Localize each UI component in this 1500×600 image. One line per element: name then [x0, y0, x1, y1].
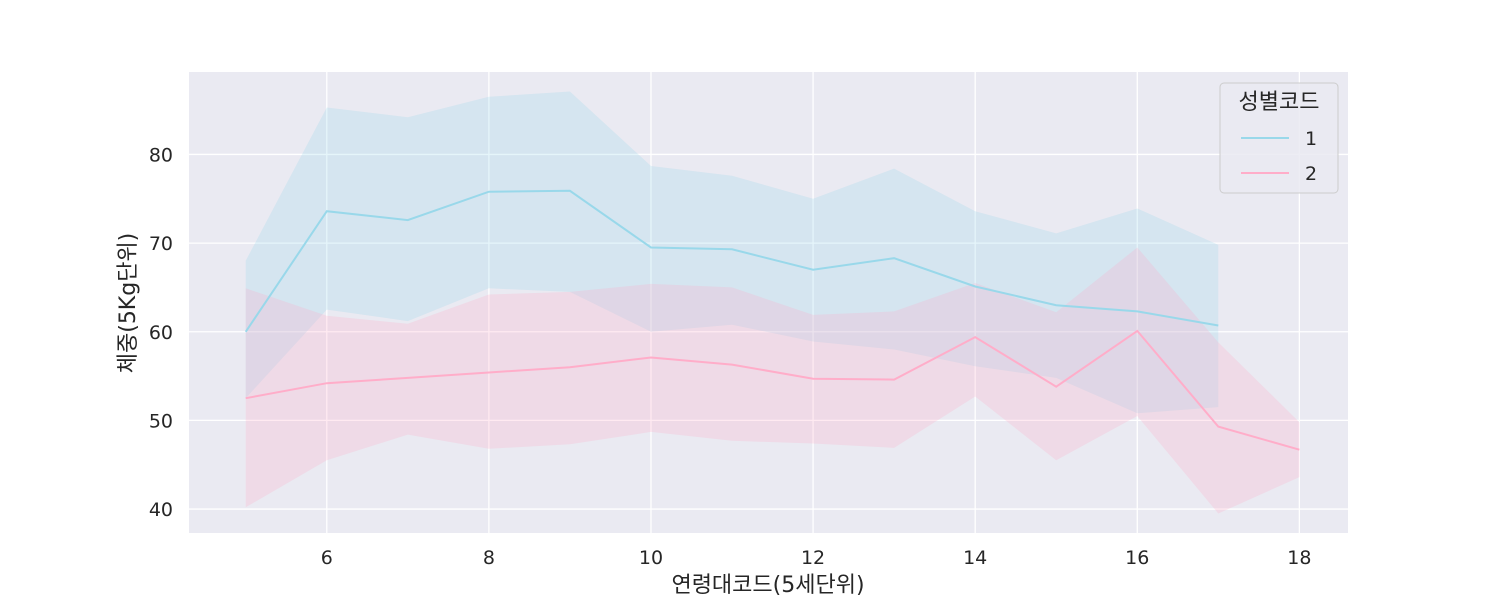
x-tick-label: 6: [321, 547, 333, 569]
legend-entries: 12: [1241, 128, 1317, 185]
series-1-confidence-band: [245, 91, 1219, 414]
x-tick-label: 10: [639, 547, 663, 569]
legend-title: 성별코드: [1239, 90, 1320, 115]
x-tick-label: 12: [801, 547, 825, 569]
x-tick-label: 18: [1287, 547, 1311, 569]
legend-label-2: 2: [1305, 163, 1317, 185]
x-tick-labels: 6 8 10 12 14 16 18: [321, 547, 1312, 569]
y-tick-label: 60: [149, 322, 173, 344]
x-tick-label: 14: [963, 547, 987, 569]
y-tick-labels: 40 50 60 70 80: [149, 144, 173, 521]
x-axis-label: 연령대코드(5세단위): [671, 573, 864, 598]
plot-area-background: [189, 72, 1348, 533]
legend: 성별코드 12: [1219, 82, 1339, 194]
y-tick-label: 40: [149, 499, 173, 521]
series-2-line: [245, 329, 1300, 451]
series-1-line: [244, 189, 1219, 333]
x-tick-label: 8: [483, 547, 495, 569]
y-tick-label: 70: [149, 233, 173, 255]
grid-lines: [189, 72, 1348, 533]
y-tick-label: 50: [149, 410, 173, 432]
y-axis-label: 체중(5Kg단위): [116, 233, 141, 374]
series-2-confidence-band: [245, 247, 1300, 514]
confidence-bands: [245, 91, 1300, 514]
series-lines: [244, 189, 1300, 451]
y-tick-label: 80: [149, 144, 173, 166]
x-tick-label: 16: [1125, 547, 1149, 569]
legend-label-1: 1: [1305, 128, 1317, 150]
